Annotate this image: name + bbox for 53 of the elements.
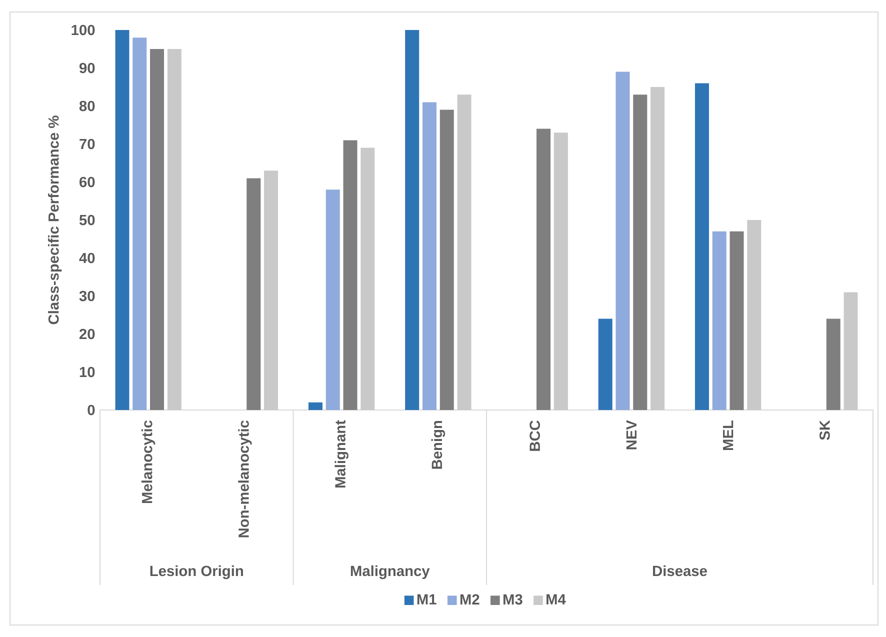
x-tick-label: Melanocytic (141, 420, 156, 504)
bar (132, 38, 147, 410)
y-tick-label: 60 (80, 176, 95, 188)
legend-label: M4 (546, 594, 566, 604)
bar (167, 49, 182, 410)
bar (326, 190, 340, 410)
text: Disease (653, 565, 707, 576)
bar (554, 132, 568, 410)
bar (440, 110, 454, 410)
legend-label: M1 (417, 594, 436, 604)
y-tick-label: 20 (79, 328, 95, 340)
y-axis-title: Class-specific Performance % (48, 116, 62, 324)
y-tick-label: 50 (79, 214, 95, 226)
text: Malignancy (350, 565, 430, 580)
x-tick-label: BCC (530, 420, 540, 451)
y-tick-label: 30 (79, 290, 95, 302)
bar (360, 148, 375, 410)
x-tick-label: Non-melanocytic (238, 420, 252, 538)
legend-label: M3 (503, 594, 522, 605)
bar (633, 94, 648, 410)
y-tick-label: 70 (80, 138, 95, 150)
bar (536, 128, 551, 410)
bar (598, 318, 612, 410)
bar (616, 72, 630, 410)
bar (457, 94, 472, 410)
bar (650, 87, 665, 410)
bar (844, 292, 858, 410)
bar (422, 102, 436, 410)
y-tick-label: 0 (88, 404, 95, 416)
bar (264, 170, 278, 410)
bar (246, 178, 261, 410)
y-tick-label: 40 (79, 252, 95, 264)
y-tick-label: 90 (79, 62, 95, 74)
bar (308, 402, 322, 410)
bar (115, 30, 130, 410)
y-tick-label: 10 (80, 366, 95, 378)
text: Lesion Origin (150, 565, 243, 580)
x-tick-label: Benign (431, 420, 446, 469)
x-tick-label: MEL (723, 420, 734, 450)
bar (730, 231, 744, 410)
bar (405, 30, 420, 410)
bar (712, 231, 726, 410)
y-tick-label: 80 (79, 100, 95, 112)
y-tick-label: 100 (72, 24, 95, 36)
x-tick-label: SK (820, 420, 830, 440)
legend-label: M2 (460, 594, 480, 604)
x-tick-label: Malignant (334, 420, 348, 488)
bar (826, 318, 840, 410)
bar (694, 83, 709, 410)
bar (343, 140, 358, 410)
bar (150, 49, 164, 410)
x-tick-label: NEV (626, 420, 636, 450)
bar (747, 220, 762, 410)
